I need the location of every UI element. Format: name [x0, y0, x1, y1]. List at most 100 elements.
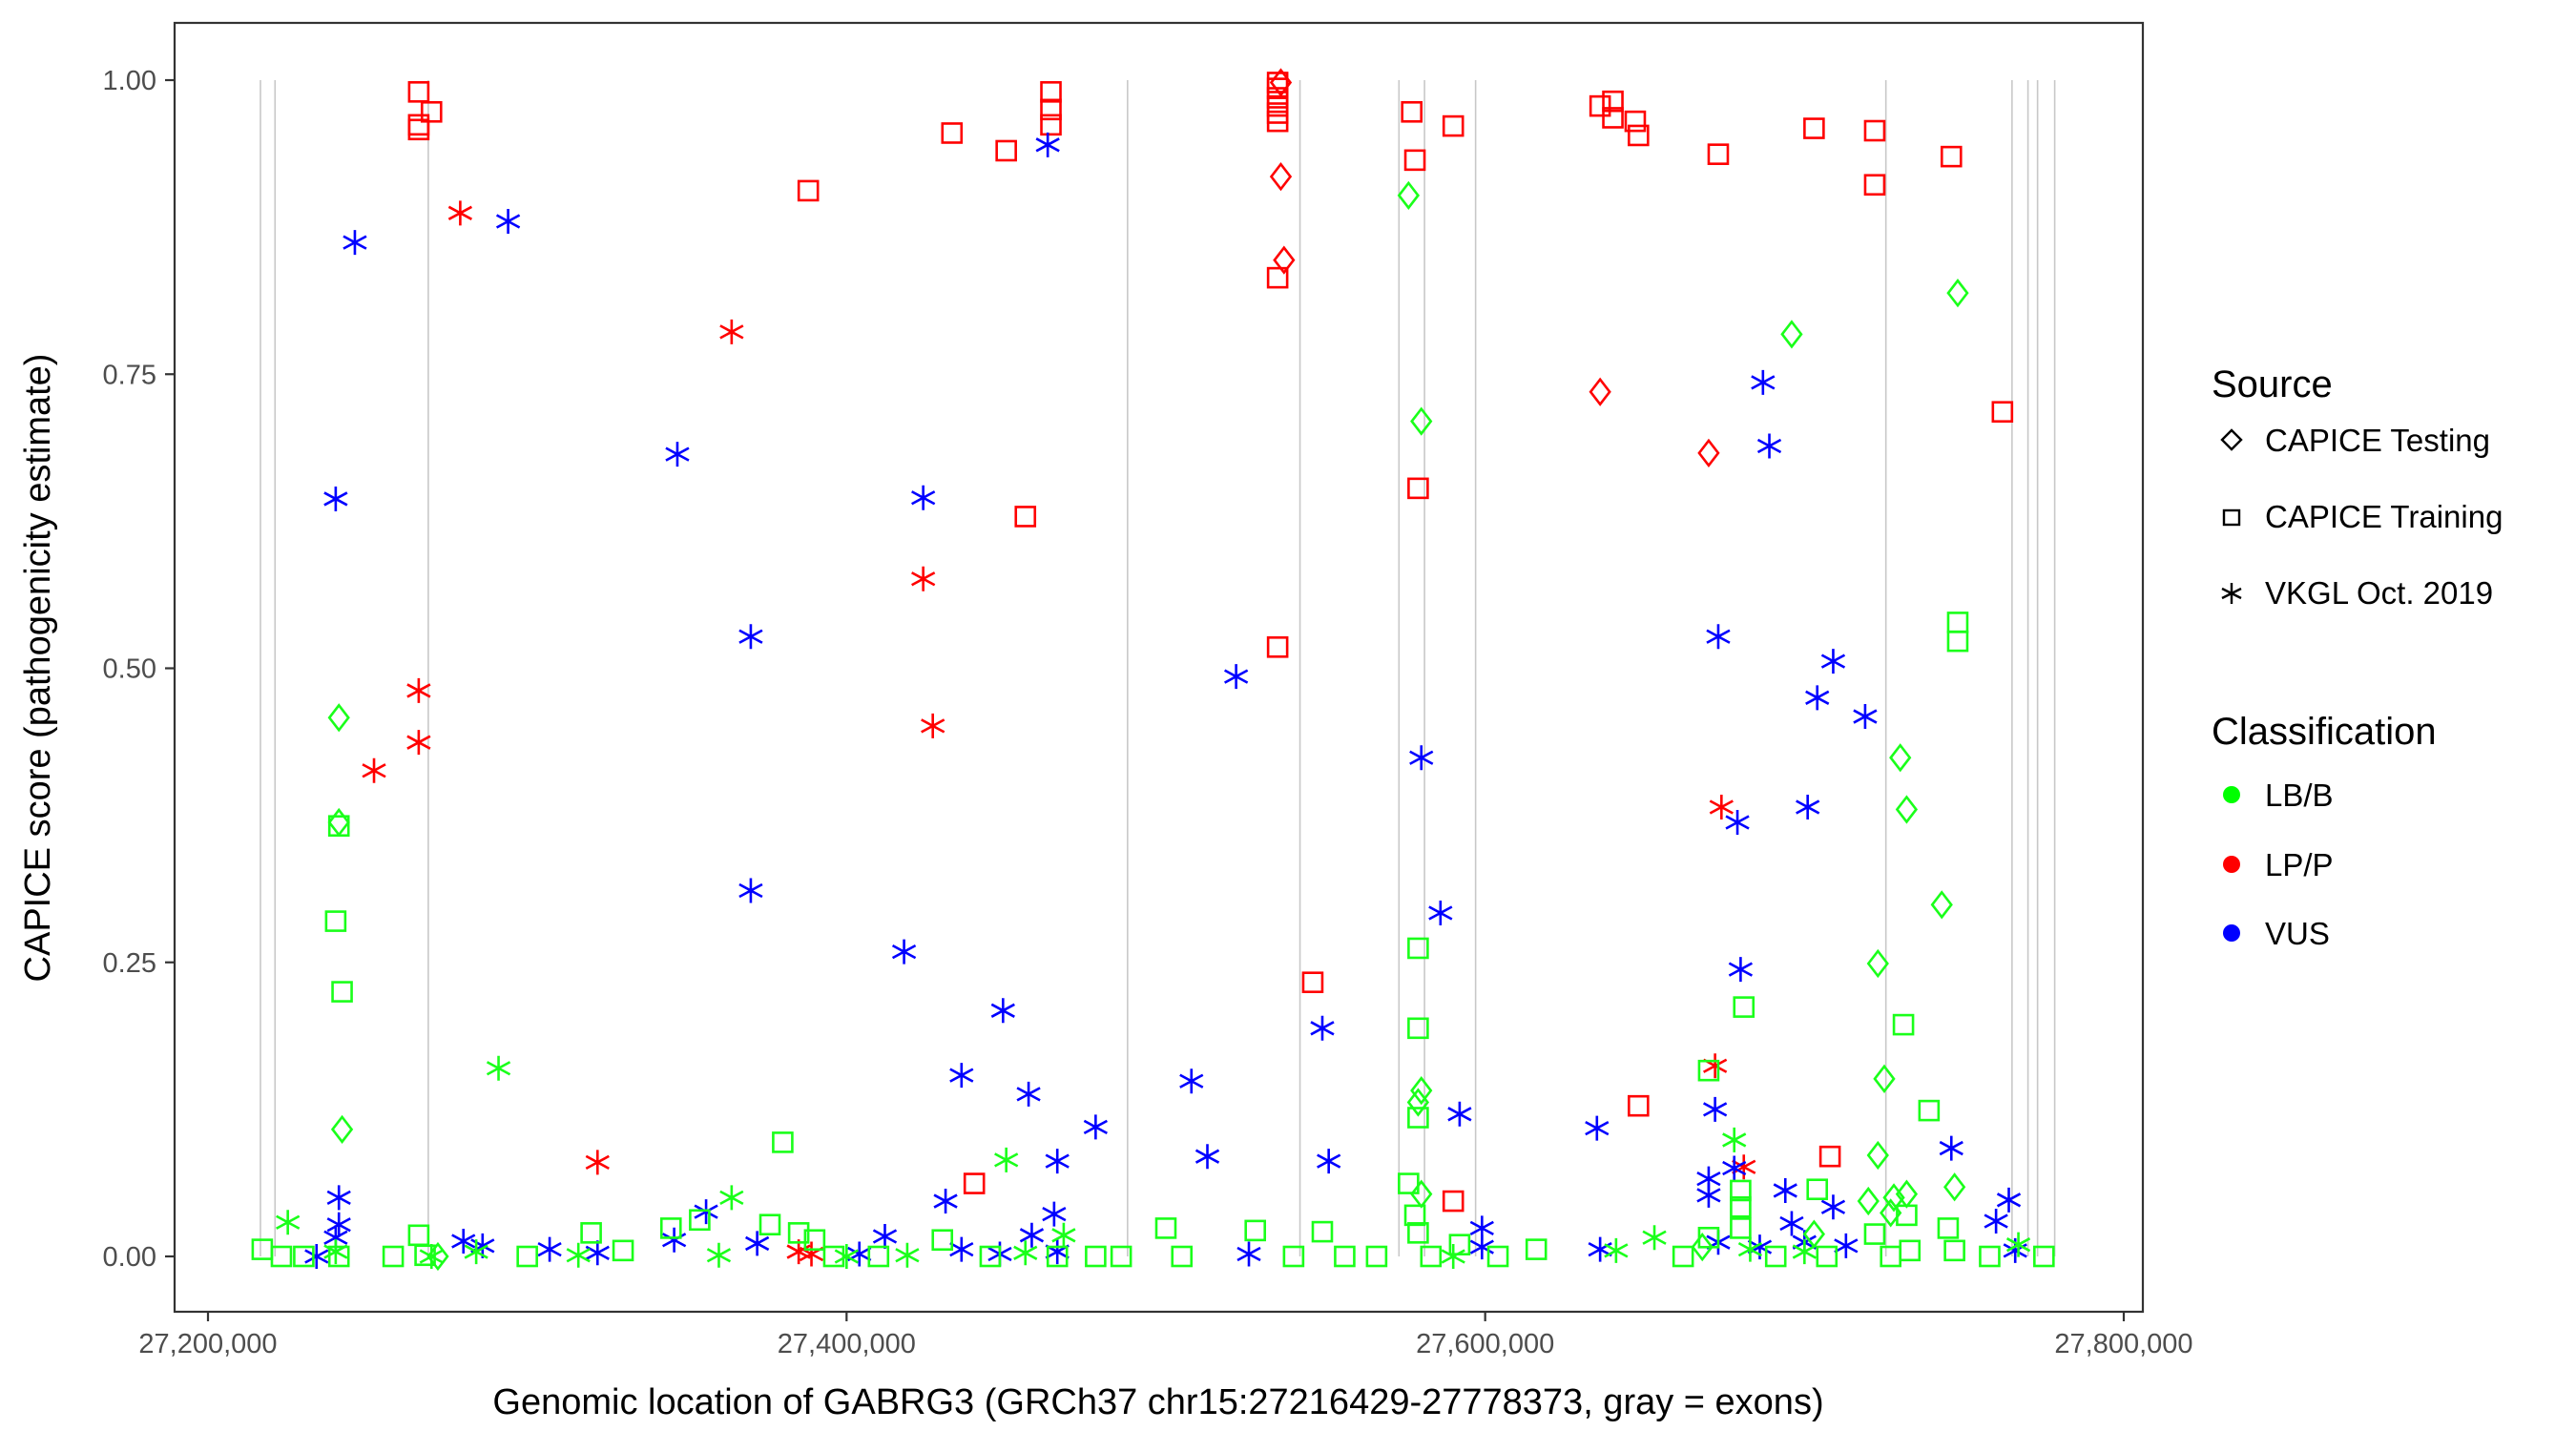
point-square — [1040, 81, 1062, 103]
point-square — [803, 1229, 826, 1252]
point-asterisk — [891, 939, 917, 964]
point-square — [1943, 1239, 1965, 1262]
point-asterisk — [1706, 624, 1731, 650]
point-asterisk — [1013, 1240, 1038, 1266]
point-asterisk — [1939, 1135, 1963, 1161]
point-asterisk — [1756, 433, 1782, 459]
legend-source-title: Source — [2212, 363, 2333, 405]
x-tick-label: 27,200,000 — [138, 1329, 277, 1359]
point-square — [580, 1222, 602, 1244]
point-asterisk — [745, 1231, 770, 1256]
data-points — [251, 68, 2055, 1272]
point-diamond — [1269, 68, 1293, 97]
point-square — [963, 1172, 986, 1194]
point-square — [787, 1222, 810, 1244]
point-square — [1707, 143, 1730, 165]
point-asterisk — [1984, 1209, 2008, 1234]
point-square — [612, 1239, 634, 1262]
point-asterisk — [1779, 1211, 1804, 1236]
point-asterisk — [343, 230, 367, 256]
point-asterisk — [486, 1055, 511, 1081]
point-square — [1628, 1094, 1650, 1117]
point-square — [1266, 110, 1289, 133]
y-tick-label: 0.50 — [103, 654, 156, 685]
point-diamond — [1895, 1179, 1919, 1209]
point-asterisk — [1179, 1068, 1204, 1094]
point-asterisk — [406, 677, 431, 703]
point-diamond — [1857, 1186, 1880, 1216]
point-diamond — [1866, 948, 1889, 979]
point-asterisk — [738, 624, 763, 650]
legend: Source CAPICE Testing CAPICE Training VK… — [2212, 363, 2503, 951]
point-diamond — [327, 703, 350, 733]
point-square — [1301, 971, 1324, 994]
point-square — [1407, 937, 1429, 960]
legend-item-vkgl: VKGL Oct. 2019 — [2221, 575, 2493, 611]
point-square — [1863, 174, 1886, 197]
point-square — [941, 122, 964, 144]
point-asterisk — [994, 1147, 1019, 1172]
exon-lines — [260, 80, 2056, 1256]
point-square — [516, 1245, 538, 1268]
point-square — [1420, 1245, 1443, 1268]
point-asterisk — [1585, 1115, 1610, 1141]
point-square — [1154, 1217, 1177, 1239]
point-asterisk — [1310, 1015, 1335, 1041]
point-square — [1946, 630, 1969, 653]
y-tick-label: 0.00 — [103, 1242, 156, 1273]
point-square — [995, 139, 1017, 162]
legend-item-lbb: LB/B — [2223, 778, 2334, 813]
point-diamond — [1942, 1172, 1966, 1202]
point-square — [1040, 98, 1062, 121]
point-square — [1918, 1099, 1941, 1122]
point-square — [1365, 1245, 1388, 1268]
point-square — [1486, 1245, 1509, 1268]
point-square — [1816, 1245, 1839, 1268]
point-square — [1672, 1245, 1694, 1268]
legend-label: CAPICE Training — [2265, 499, 2503, 534]
point-diamond — [426, 1241, 449, 1272]
point-diamond — [1589, 377, 1611, 406]
point-asterisk — [1722, 1155, 1747, 1181]
point-diamond — [1397, 180, 1420, 210]
point-asterisk — [1045, 1149, 1070, 1174]
point-asterisk — [1035, 132, 1060, 157]
point-square — [1940, 145, 1963, 168]
legend-classification-title: Classification — [2212, 711, 2437, 753]
point-asterisk — [585, 1150, 610, 1175]
y-tick-label: 1.00 — [103, 66, 156, 96]
point-square — [1628, 124, 1650, 147]
point-square — [1764, 1245, 1787, 1268]
point-square — [1398, 1172, 1420, 1194]
point-square — [1806, 1178, 1829, 1201]
point-diamond — [1780, 320, 1803, 349]
point-asterisk — [1236, 1241, 1261, 1267]
point-square — [1892, 1013, 1915, 1036]
point-square — [1266, 266, 1289, 289]
point-asterisk — [2005, 1232, 2031, 1257]
legend-item-vus: VUS — [2223, 916, 2330, 951]
point-square — [382, 1245, 405, 1268]
legend-item-capice-training: CAPICE Training — [2222, 499, 2503, 534]
point-diamond — [1410, 406, 1433, 436]
point-asterisk — [834, 1244, 859, 1269]
legend-item-lpp: LP/P — [2223, 847, 2334, 882]
point-asterisk — [872, 1224, 898, 1250]
point-square — [867, 1245, 890, 1268]
point-square — [1110, 1245, 1132, 1268]
point-asterisk — [1792, 1239, 1817, 1265]
point-diamond — [1697, 438, 1720, 467]
point-square — [1730, 1195, 1752, 1218]
point-asterisk — [323, 486, 348, 511]
point-asterisk — [1083, 1114, 1108, 1140]
x-axis: 27,200,000 27,400,000 27,600,000 27,800,000 — [138, 1312, 2193, 1359]
point-diamond — [1802, 1219, 1826, 1249]
point-square — [1730, 1179, 1752, 1202]
point-asterisk — [566, 1242, 591, 1268]
point-square — [931, 1229, 954, 1252]
x-axis-title: Genomic location of GABRG3 (GRCh37 chr15… — [492, 1382, 1823, 1422]
point-asterisk — [1725, 810, 1750, 836]
point-square — [1334, 1245, 1356, 1268]
point-square — [1040, 114, 1062, 136]
